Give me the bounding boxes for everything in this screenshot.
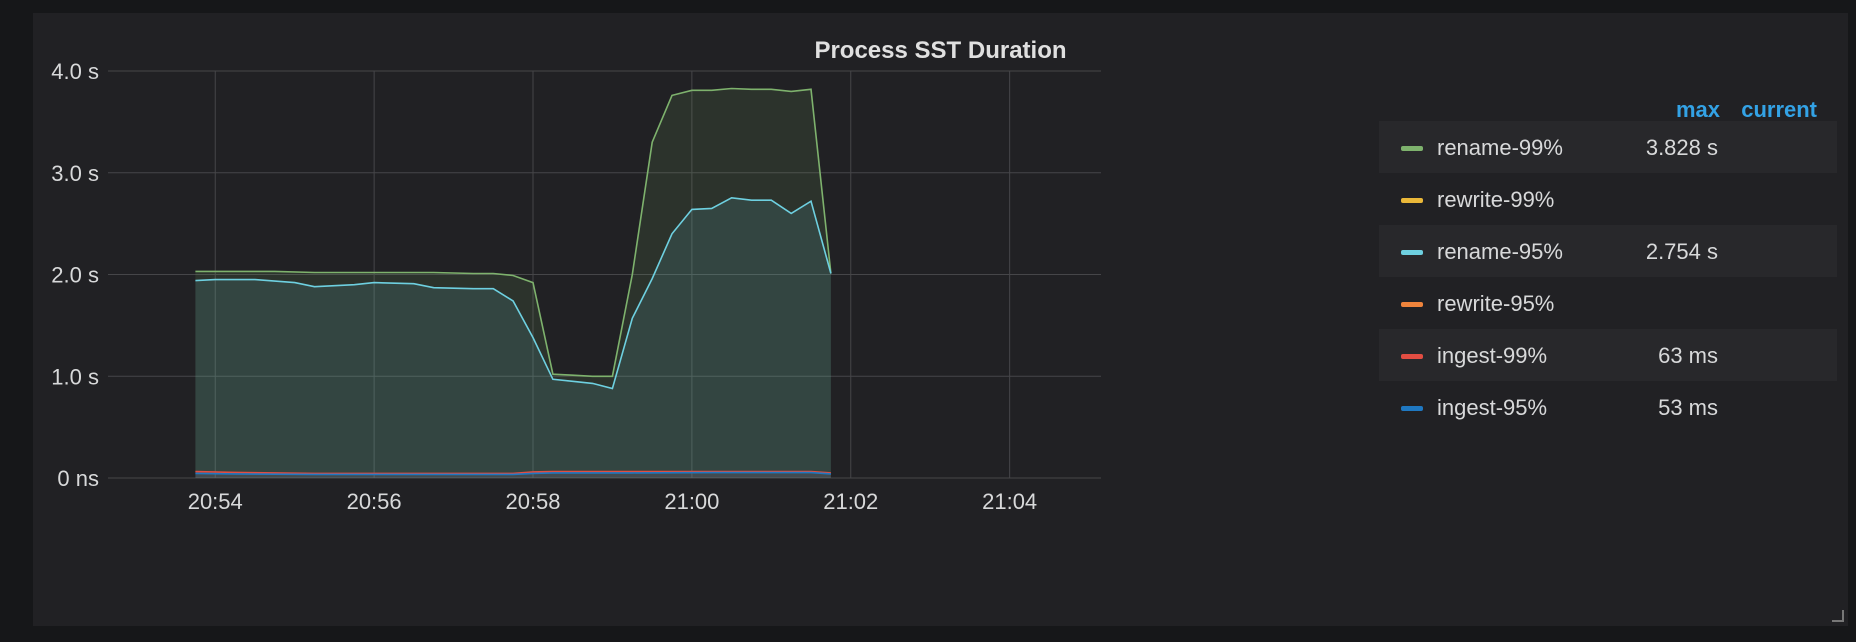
legend-item-max: 2.754 s	[1645, 239, 1718, 264]
series-area-ingest-95	[195, 472, 831, 478]
x-tick-label: 20:58	[505, 489, 560, 514]
legend-item-label[interactable]: rewrite-99%	[1437, 187, 1555, 212]
y-tick-label: 1.0 s	[51, 364, 99, 389]
series-color-swatch[interactable]	[1401, 302, 1423, 307]
x-tick-label: 21:00	[664, 489, 719, 514]
x-tick-label: 21:02	[823, 489, 878, 514]
legend-item-max: 63 ms	[1658, 343, 1718, 368]
graph-panel: Process SST Duration 0 ns 1.0 s 2.0 s 3.0 s…	[33, 13, 1848, 626]
series-color-swatch[interactable]	[1401, 198, 1423, 203]
legend-item-rename-99[interactable]: rename-99% 3.828 s	[1379, 121, 1837, 173]
y-tick-label: 4.0 s	[51, 59, 99, 84]
legend-item-rewrite-95[interactable]: rewrite-95%	[1379, 277, 1837, 329]
series-area-rename-95	[195, 197, 831, 479]
x-tick-label: 20:54	[188, 489, 243, 514]
series-areas	[195, 88, 831, 479]
series-color-swatch[interactable]	[1401, 250, 1423, 255]
legend-item-rename-95[interactable]: rename-95% 2.754 s	[1379, 225, 1837, 277]
x-tick-label: 21:04	[982, 489, 1037, 514]
panel-title[interactable]: Process SST Duration	[814, 37, 1067, 64]
y-axis: 0 ns 1.0 s 2.0 s 3.0 s 4.0 s	[51, 59, 99, 491]
legend-item-label[interactable]: rename-99%	[1437, 135, 1563, 160]
legend-header: max current	[1379, 83, 1837, 122]
legend-item-label[interactable]: ingest-99%	[1437, 343, 1548, 368]
legend-item-max: 53 ms	[1658, 395, 1718, 420]
chart-plot: 0 ns 1.0 s 2.0 s 3.0 s 4.0 s 20:54 20:56 20:58…	[51, 59, 1101, 514]
legend-item-max: 3.828 s	[1645, 135, 1718, 160]
x-axis: 20:54 20:56 20:58 21:00 21:02 21:04	[188, 489, 1037, 514]
legend-item-rewrite-99[interactable]: rewrite-99%	[1379, 173, 1837, 225]
x-tick-label: 20:56	[347, 489, 402, 514]
legend: max current rename-99% 3.828 s rewrite-9…	[1379, 83, 1837, 433]
legend-item-label[interactable]: rename-95%	[1437, 239, 1563, 264]
series-line-ingest-95	[195, 471, 831, 476]
legend-header-current[interactable]: current	[1741, 97, 1817, 122]
panel-resize-handle[interactable]	[1832, 610, 1844, 622]
series-line-rename-99	[195, 87, 832, 378]
y-tick-label: 3.0 s	[51, 161, 99, 186]
series-line-rename-95	[195, 196, 832, 390]
series-lines	[195, 87, 832, 476]
legend-item-ingest-95[interactable]: ingest-95% 53 ms	[1379, 381, 1837, 433]
legend-item-label[interactable]: ingest-95%	[1437, 395, 1548, 420]
series-line-ingest-99	[195, 470, 831, 475]
series-color-swatch[interactable]	[1401, 406, 1423, 411]
y-tick-label: 0 ns	[57, 466, 99, 491]
legend-item-ingest-99[interactable]: ingest-99% 63 ms	[1379, 329, 1837, 381]
legend-item-label[interactable]: rewrite-95%	[1437, 291, 1555, 316]
y-tick-label: 2.0 s	[51, 263, 99, 288]
series-color-swatch[interactable]	[1401, 354, 1423, 359]
legend-header-max[interactable]: max	[1675, 97, 1720, 122]
series-color-swatch[interactable]	[1401, 146, 1423, 151]
series-area-rename-99	[195, 88, 831, 478]
